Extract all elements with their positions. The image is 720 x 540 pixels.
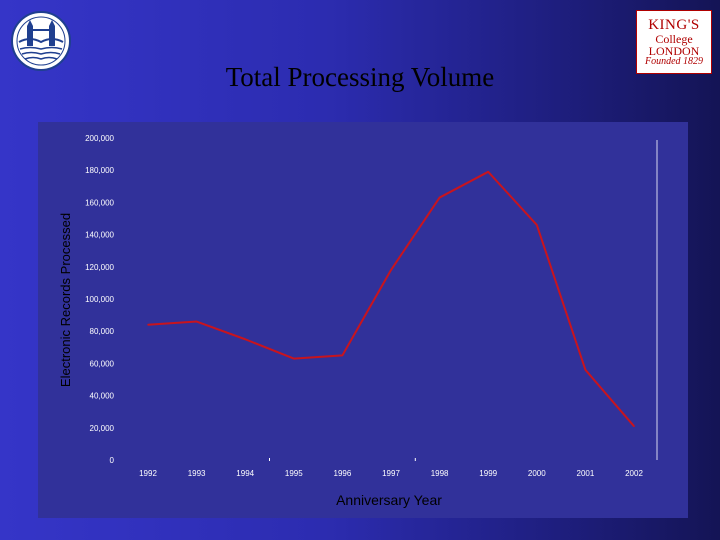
- y-tick-label: 160,000: [85, 198, 114, 207]
- x-tick-label: 1993: [188, 469, 206, 478]
- data-point: [536, 224, 538, 226]
- x-tick-label: 2001: [577, 469, 595, 478]
- x-tick-label: 1998: [431, 469, 449, 478]
- y-tick-label: 80,000: [90, 327, 115, 336]
- x-tick-label: 1997: [382, 469, 400, 478]
- tower-bridge-logo: [10, 10, 72, 72]
- y-tick-label: 120,000: [85, 263, 114, 272]
- x-tick-label: 1999: [479, 469, 497, 478]
- data-point: [244, 338, 246, 341]
- y-tick-label: 200,000: [85, 134, 114, 143]
- y-tick-label: 60,000: [90, 359, 115, 368]
- x-tick-label: 1995: [285, 469, 303, 478]
- logo-line-london: LONDON: [648, 43, 700, 58]
- data-point: [195, 320, 198, 323]
- y-tick-label: 140,000: [85, 231, 114, 240]
- data-point: [633, 425, 635, 427]
- series-line: [147, 170, 635, 427]
- line-chart: 0 20,000 40,000 60,000 80,000 100,000 120,000 1…: [58, 134, 658, 508]
- logo-line-kings: KING'S: [648, 16, 700, 33]
- x-tick-label: 2002: [625, 469, 643, 478]
- logo-line-founded: Founded 1829: [644, 55, 704, 67]
- data-point: [487, 171, 490, 173]
- slide-title: Total Processing Volume: [225, 62, 495, 92]
- chart-panel: 0 20,000 40,000 60,000 80,000 100,000 120,000 1…: [38, 122, 688, 518]
- data-point: [438, 196, 441, 199]
- x-axis-title: Anniversary Year: [336, 492, 442, 508]
- data-point: [390, 269, 392, 271]
- data-point: [293, 357, 295, 360]
- logo-line-college: College: [655, 31, 693, 46]
- kings-college-logo: KING'S College LONDON Founded 1829: [636, 10, 712, 74]
- data-point: [341, 354, 344, 357]
- x-tick-label: 2000: [528, 469, 546, 478]
- x-tick-label: 1992: [139, 469, 157, 478]
- data-point: [584, 369, 587, 371]
- y-tick-label: 20,000: [90, 424, 115, 433]
- y-tick-label: 40,000: [90, 392, 115, 401]
- y-tick-label: 100,000: [85, 295, 114, 304]
- y-axis-title: Electronic Records Processed: [58, 213, 73, 387]
- x-tick-label: 1996: [334, 469, 352, 478]
- y-tick-label: 0: [110, 456, 115, 465]
- x-tick-label: 1994: [236, 469, 254, 478]
- y-tick-label: 180,000: [85, 166, 114, 175]
- data-point: [147, 323, 149, 326]
